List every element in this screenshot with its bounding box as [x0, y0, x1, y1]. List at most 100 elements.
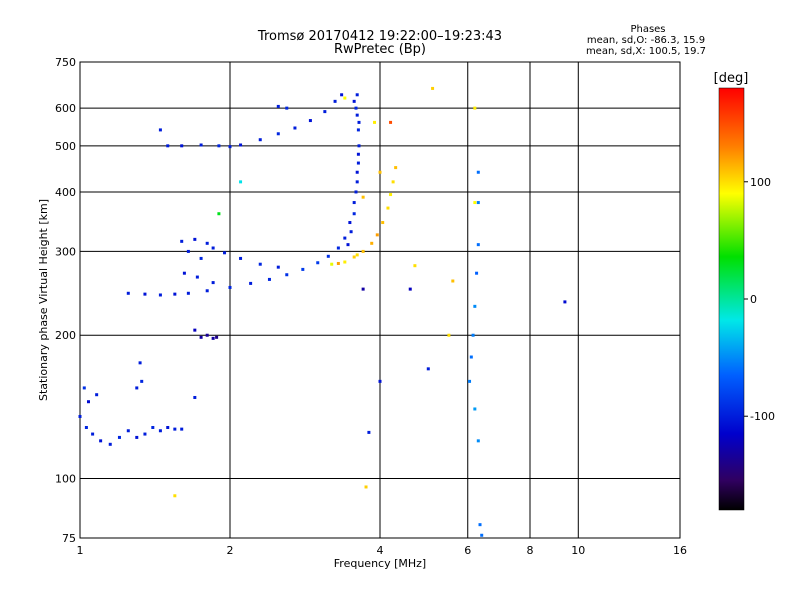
data-point [563, 300, 567, 304]
data-point [158, 429, 162, 433]
data-point [355, 170, 359, 174]
x-tick-label: 1 [77, 544, 84, 557]
data-point [346, 243, 350, 247]
data-point [343, 236, 347, 240]
data-point [357, 120, 361, 124]
data-point [205, 289, 209, 293]
data-point [199, 143, 203, 147]
y-tick-label: 300 [55, 245, 76, 258]
data-point [158, 128, 162, 132]
data-point [355, 93, 359, 97]
data-point [166, 144, 170, 148]
data-point [126, 429, 130, 433]
x-tick-label: 10 [571, 544, 585, 557]
data-point [473, 106, 477, 110]
y-tick-label: 600 [55, 102, 76, 115]
x-tick-label: 8 [527, 544, 534, 557]
data-point [138, 361, 142, 365]
data-point [228, 285, 232, 289]
data-point [354, 190, 358, 194]
data-point [239, 143, 243, 147]
data-point [356, 128, 360, 132]
data-point [99, 439, 103, 443]
colorbar [718, 87, 745, 511]
data-point [140, 379, 144, 383]
data-point [285, 106, 289, 110]
y-tick-label: 750 [55, 56, 76, 69]
data-point [239, 180, 243, 184]
data-point [355, 113, 359, 117]
data-points [78, 86, 567, 537]
colorbar-tick-label: 0 [750, 293, 757, 306]
data-point [370, 241, 374, 245]
y-tick-label: 400 [55, 186, 76, 199]
data-point [476, 201, 480, 205]
data-point [276, 132, 280, 136]
data-point [386, 206, 390, 210]
data-point [158, 293, 162, 297]
data-point [348, 221, 352, 225]
data-point [336, 246, 340, 250]
x-tick-label: 6 [464, 544, 471, 557]
data-point [135, 386, 139, 390]
data-point [182, 271, 186, 275]
y-tick-label: 200 [55, 329, 76, 342]
data-point [343, 96, 347, 100]
data-point [389, 120, 393, 124]
data-point [473, 201, 477, 205]
data-point [373, 120, 377, 124]
data-point [193, 328, 197, 332]
data-point [151, 425, 155, 429]
x-tick-label: 2 [227, 544, 234, 557]
data-point [356, 152, 360, 156]
data-point [476, 439, 480, 443]
x-tick-label: 16 [673, 544, 687, 557]
data-point [293, 126, 297, 130]
data-point [239, 256, 243, 260]
data-point [173, 427, 177, 431]
colorbar-ticks: 100 0 -100 [744, 176, 775, 423]
data-point [199, 335, 203, 339]
data-point [352, 99, 356, 103]
data-point [173, 292, 177, 296]
data-point [108, 442, 112, 446]
data-point [451, 279, 455, 283]
data-point [78, 414, 82, 418]
data-point [361, 195, 365, 199]
data-point [91, 432, 95, 436]
data-point [336, 261, 340, 265]
data-point [249, 281, 253, 285]
data-point [186, 249, 190, 253]
data-point [117, 435, 121, 439]
data-point [186, 291, 190, 295]
data-point [193, 237, 197, 241]
data-point [364, 485, 368, 489]
data-point [378, 379, 382, 383]
data-point [476, 170, 480, 174]
data-point [381, 221, 385, 225]
data-point [211, 336, 215, 340]
data-point [316, 261, 320, 265]
data-point [349, 230, 353, 234]
data-point [205, 241, 209, 245]
data-point [223, 251, 227, 255]
data-point [228, 145, 232, 149]
data-point [82, 386, 86, 390]
data-point [367, 430, 371, 434]
data-point [323, 110, 327, 114]
data-point [468, 379, 472, 383]
data-point [389, 193, 393, 197]
colorbar-tick-label: -100 [750, 410, 775, 423]
data-point [84, 425, 88, 429]
data-point [473, 304, 477, 308]
data-point [473, 407, 477, 411]
data-point [394, 166, 398, 170]
data-point [211, 246, 215, 250]
data-point [180, 427, 184, 431]
data-point [95, 393, 99, 397]
data-point [352, 212, 356, 216]
data-point [217, 212, 221, 216]
data-point [330, 262, 334, 266]
data-point [356, 161, 360, 165]
stats-header: Phases [630, 24, 665, 35]
